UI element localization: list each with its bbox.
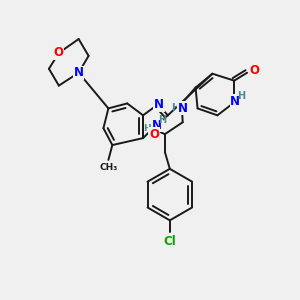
Text: H: H — [158, 115, 166, 125]
Text: N: N — [74, 66, 84, 79]
Text: O: O — [249, 64, 259, 77]
Text: N: N — [152, 119, 162, 132]
Text: Cl: Cl — [164, 235, 176, 248]
Text: H: H — [143, 124, 151, 133]
Text: O: O — [149, 128, 159, 141]
Text: O: O — [54, 46, 64, 59]
Text: CH₃: CH₃ — [99, 163, 118, 172]
Text: H: H — [171, 103, 179, 113]
Text: N: N — [230, 95, 240, 108]
Text: H: H — [237, 91, 245, 100]
Text: N: N — [154, 98, 164, 111]
Text: N: N — [178, 102, 188, 115]
